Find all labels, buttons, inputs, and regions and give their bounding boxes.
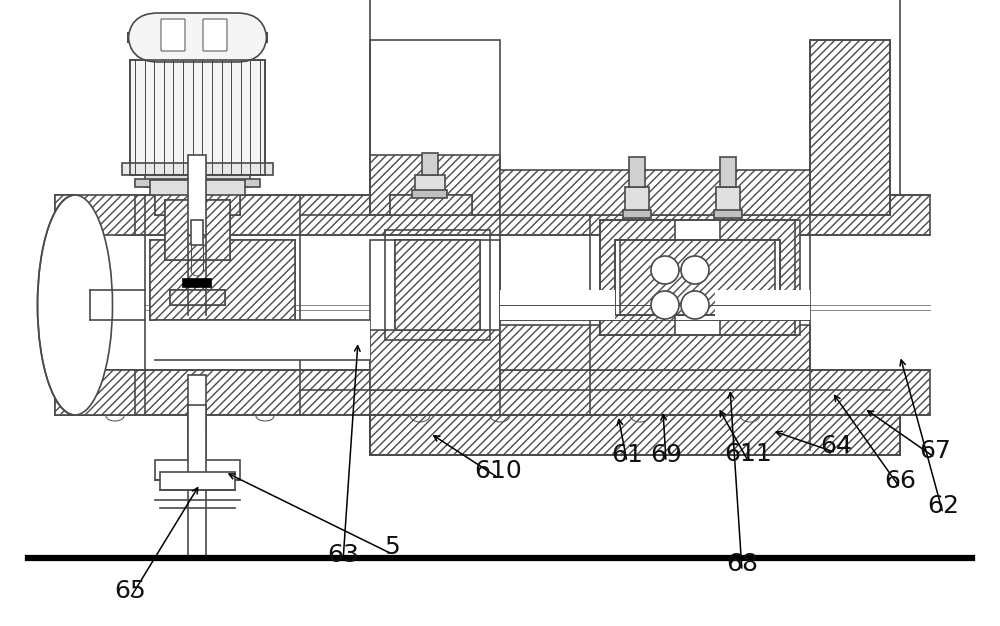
Text: 68: 68 — [726, 552, 758, 576]
Bar — [422, 153, 438, 175]
Bar — [191, 220, 203, 245]
Bar — [145, 175, 250, 187]
Bar — [150, 240, 295, 320]
Bar — [370, 330, 500, 390]
Bar — [620, 240, 775, 315]
Text: 69: 69 — [650, 443, 682, 467]
Bar — [500, 325, 810, 370]
Bar — [415, 175, 445, 195]
Bar — [370, 155, 500, 215]
Ellipse shape — [38, 195, 112, 415]
Text: 5: 5 — [384, 535, 400, 559]
Bar — [625, 187, 649, 215]
Bar — [55, 195, 930, 235]
Bar — [165, 200, 230, 260]
Bar — [55, 370, 135, 415]
Text: 63: 63 — [327, 543, 359, 567]
Bar — [155, 190, 240, 215]
Bar — [370, 240, 500, 390]
Circle shape — [681, 291, 709, 319]
Bar — [170, 290, 225, 305]
Text: 62: 62 — [927, 495, 959, 518]
Bar — [188, 405, 206, 485]
Text: 61: 61 — [611, 443, 643, 467]
Bar — [370, 415, 900, 455]
Circle shape — [681, 256, 709, 284]
Bar — [716, 187, 740, 215]
Bar — [390, 195, 472, 215]
Bar — [188, 375, 206, 430]
Text: 66: 66 — [884, 469, 916, 493]
Bar — [390, 195, 472, 215]
Circle shape — [651, 256, 679, 284]
Bar — [370, 40, 500, 215]
FancyBboxPatch shape — [128, 13, 267, 62]
Bar — [600, 220, 675, 335]
Bar — [395, 240, 480, 330]
Bar — [615, 240, 780, 315]
Bar — [715, 290, 810, 320]
Bar — [188, 155, 206, 235]
Text: 610: 610 — [474, 459, 522, 483]
Text: 64: 64 — [820, 434, 852, 458]
Bar — [395, 240, 480, 330]
Bar — [55, 370, 930, 415]
Bar — [183, 279, 211, 287]
Text: 65: 65 — [114, 580, 146, 603]
Bar — [75, 85, 115, 305]
Bar — [615, 240, 780, 315]
Bar — [370, 415, 900, 455]
Bar — [165, 200, 230, 260]
FancyBboxPatch shape — [161, 19, 185, 51]
Bar — [135, 179, 260, 187]
Bar — [370, 0, 900, 195]
Bar — [155, 460, 240, 480]
Bar — [720, 220, 800, 335]
Bar — [122, 163, 273, 175]
Bar — [600, 220, 795, 335]
Bar — [500, 170, 810, 215]
Bar — [55, 195, 135, 235]
Bar — [500, 290, 615, 320]
Bar — [150, 240, 295, 320]
Bar — [714, 210, 742, 218]
Bar — [810, 40, 890, 215]
Bar — [720, 157, 736, 187]
FancyBboxPatch shape — [203, 19, 227, 51]
Bar — [160, 472, 235, 490]
Bar — [130, 60, 265, 175]
Bar — [170, 290, 225, 305]
Bar — [155, 320, 370, 360]
Bar — [385, 230, 490, 340]
Circle shape — [651, 291, 679, 319]
Bar — [150, 180, 245, 195]
Text: 67: 67 — [919, 439, 951, 463]
Bar — [130, 60, 265, 175]
Bar — [412, 190, 447, 198]
Text: 611: 611 — [724, 442, 772, 466]
Bar — [810, 40, 890, 215]
Bar — [600, 220, 795, 335]
Bar — [155, 190, 240, 215]
Bar — [629, 157, 645, 187]
Bar — [623, 210, 651, 218]
